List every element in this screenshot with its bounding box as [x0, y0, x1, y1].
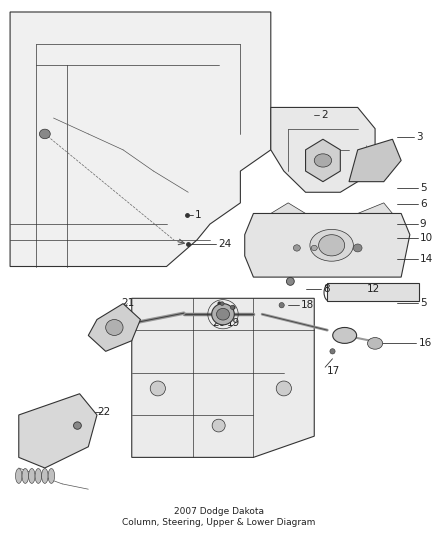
Ellipse shape — [101, 316, 127, 340]
Ellipse shape — [330, 349, 335, 354]
Text: 14: 14 — [420, 254, 433, 263]
Ellipse shape — [333, 327, 357, 343]
Ellipse shape — [276, 381, 291, 396]
Text: 18: 18 — [301, 300, 314, 310]
Ellipse shape — [367, 337, 383, 349]
Polygon shape — [132, 298, 314, 457]
Text: 12: 12 — [367, 284, 380, 294]
Text: 2: 2 — [321, 110, 327, 120]
Ellipse shape — [212, 419, 225, 432]
Polygon shape — [358, 203, 392, 235]
Text: 1: 1 — [195, 209, 201, 220]
Text: 4: 4 — [323, 156, 329, 165]
Ellipse shape — [48, 469, 55, 483]
Ellipse shape — [220, 302, 224, 305]
Ellipse shape — [310, 229, 353, 261]
Ellipse shape — [106, 319, 123, 335]
Polygon shape — [327, 284, 419, 301]
Polygon shape — [19, 394, 97, 468]
Ellipse shape — [22, 469, 28, 483]
Ellipse shape — [279, 303, 284, 308]
Ellipse shape — [150, 381, 166, 396]
Polygon shape — [88, 304, 141, 351]
Ellipse shape — [15, 469, 22, 483]
Text: 8: 8 — [323, 284, 329, 294]
Ellipse shape — [230, 305, 235, 310]
Polygon shape — [271, 108, 375, 192]
Text: 21: 21 — [121, 297, 134, 308]
Ellipse shape — [35, 469, 42, 483]
Ellipse shape — [318, 235, 345, 256]
Ellipse shape — [353, 244, 362, 252]
Ellipse shape — [39, 129, 50, 139]
Text: 22: 22 — [97, 407, 110, 417]
Text: 9: 9 — [420, 219, 427, 229]
Polygon shape — [10, 12, 271, 266]
Ellipse shape — [74, 422, 81, 429]
Text: 2007 Dodge Dakota
Column, Steering, Upper & Lower Diagram: 2007 Dodge Dakota Column, Steering, Uppe… — [122, 507, 316, 527]
Ellipse shape — [314, 154, 332, 167]
Text: 19: 19 — [226, 318, 240, 328]
Ellipse shape — [28, 469, 35, 483]
Text: 17: 17 — [327, 367, 340, 376]
Polygon shape — [271, 203, 306, 235]
Ellipse shape — [216, 309, 230, 320]
Polygon shape — [306, 139, 340, 182]
Ellipse shape — [311, 245, 317, 251]
Ellipse shape — [212, 304, 234, 325]
Text: 16: 16 — [419, 338, 432, 349]
Ellipse shape — [286, 277, 294, 285]
Text: 20: 20 — [212, 318, 225, 328]
Text: 6: 6 — [420, 199, 427, 209]
Text: 10: 10 — [420, 233, 433, 243]
Ellipse shape — [42, 469, 48, 483]
Text: 5: 5 — [420, 297, 427, 308]
Polygon shape — [349, 139, 401, 182]
Text: 24: 24 — [219, 239, 232, 249]
Text: 5: 5 — [420, 183, 427, 193]
Polygon shape — [245, 214, 410, 277]
Text: 3: 3 — [417, 132, 423, 142]
Ellipse shape — [293, 245, 300, 251]
